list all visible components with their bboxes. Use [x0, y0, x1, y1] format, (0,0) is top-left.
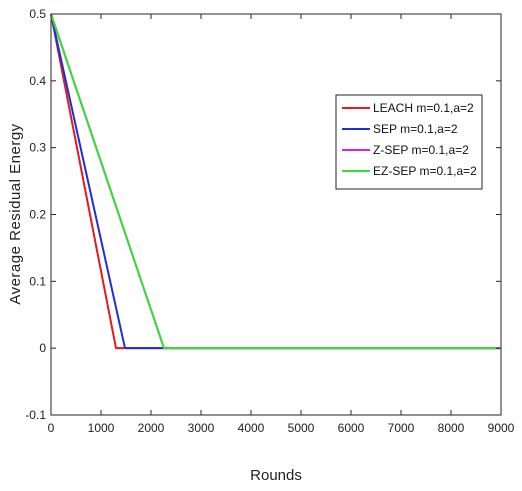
y-axis-label: Average Residual Energy: [7, 123, 24, 304]
y-tick-label: 0.5: [29, 7, 46, 21]
x-tick-label: 7000: [388, 421, 415, 435]
legend: LEACH m=0.1,a=2 SEP m=0.1,a=2 Z-SEP m=0.1,…: [335, 94, 483, 190]
legend-label: Z-SEP m=0.1,a=2: [373, 143, 469, 157]
x-axis-label: Rounds: [250, 467, 302, 484]
x-tick-label: 5000: [288, 421, 315, 435]
x-tick-label: 0: [48, 421, 55, 435]
legend-label: EZ-SEP m=0.1,a=2: [373, 164, 477, 178]
ticks-layer: 0 1000 2000 3000 4000 5000 6000 7000 8000 9000 -0.…: [25, 7, 514, 435]
x-tick-label: 2000: [138, 421, 165, 435]
x-tick-label: 8000: [438, 421, 465, 435]
y-tick-label: 0.4: [29, 74, 46, 88]
x-tick-label: 3000: [188, 421, 215, 435]
legend-label: SEP m=0.1,a=2: [373, 122, 458, 136]
y-tick-label: 0: [39, 341, 46, 355]
x-tick-label: 9000: [488, 421, 515, 435]
legend-box: [335, 94, 483, 190]
y-tick-label: 0.2: [29, 208, 46, 222]
x-tick-label: 4000: [238, 421, 265, 435]
series-layer: [50, 13, 501, 350]
x-tick-label: 1000: [88, 421, 115, 435]
y-tick-label: 0.3: [29, 141, 46, 155]
y-tick-label: 0.1: [29, 274, 46, 288]
y-tick-label: -0.1: [25, 408, 46, 422]
series-line: [50, 13, 501, 350]
x-tick-label: 6000: [338, 421, 365, 435]
legend-label: LEACH m=0.1,a=2: [373, 101, 474, 115]
